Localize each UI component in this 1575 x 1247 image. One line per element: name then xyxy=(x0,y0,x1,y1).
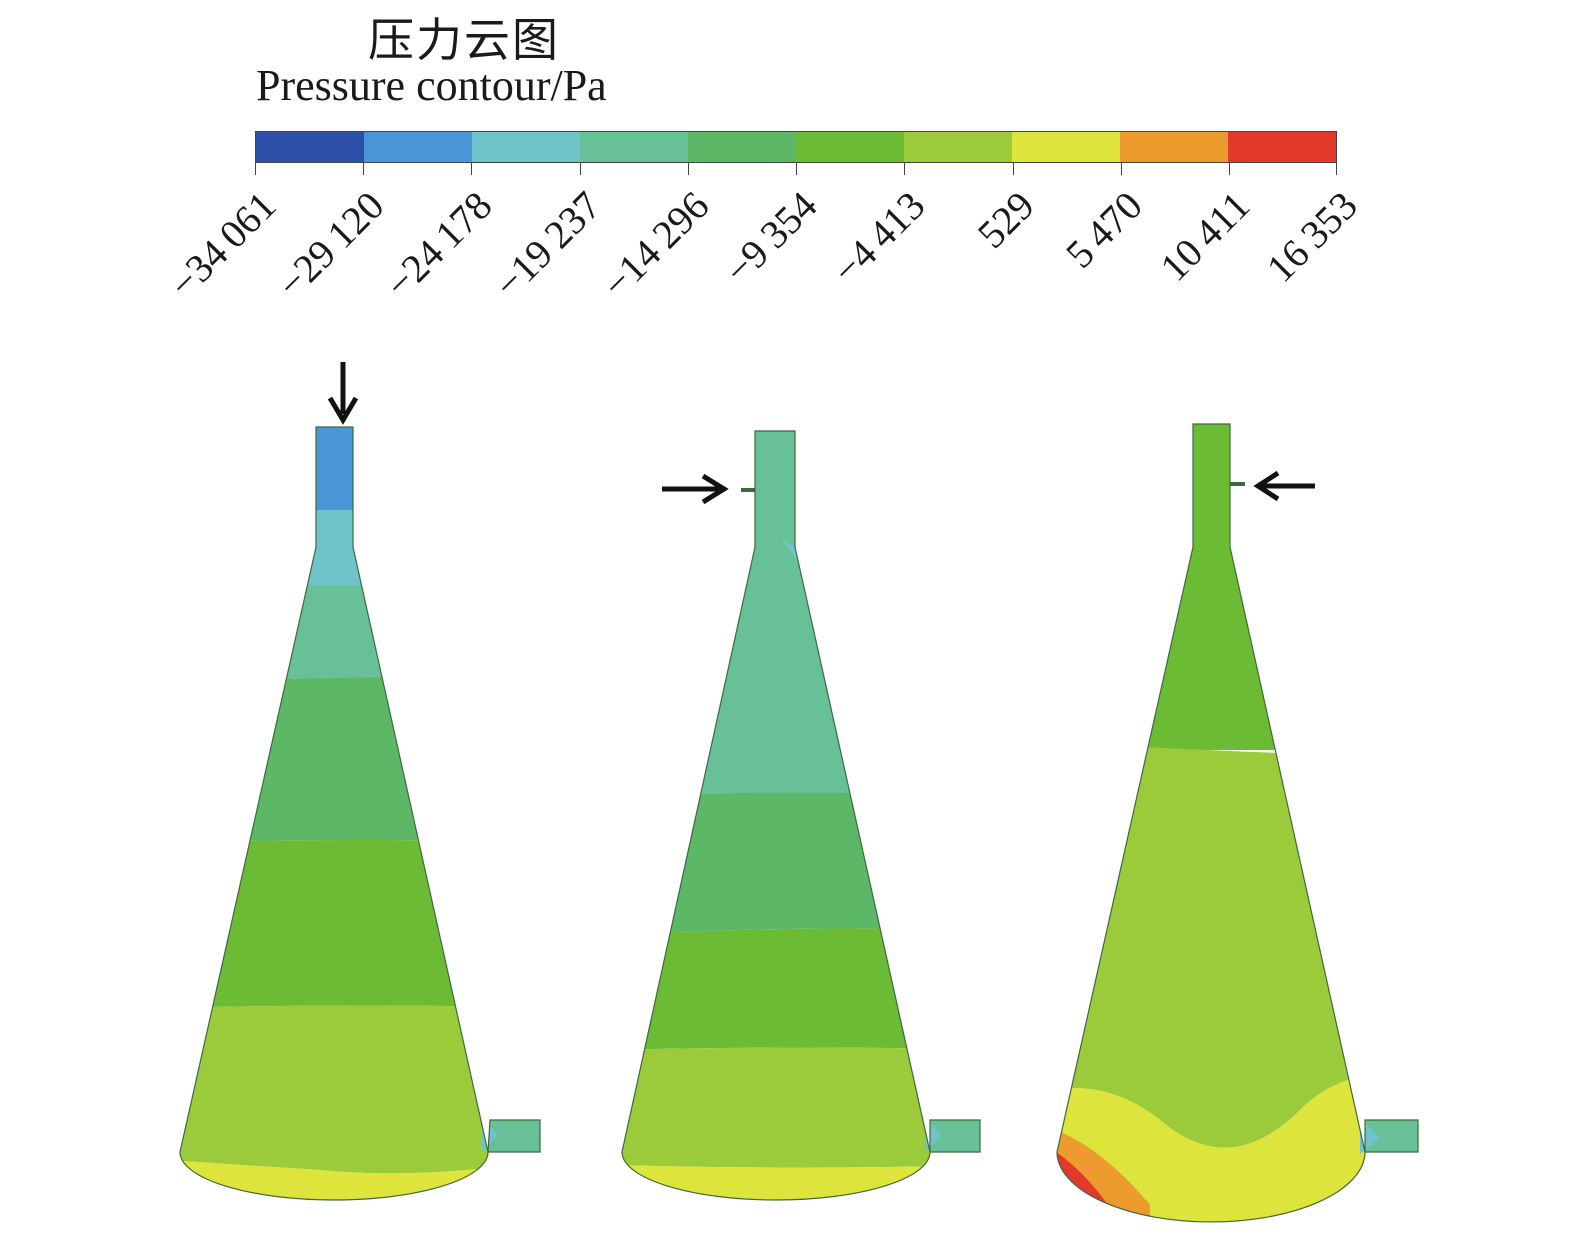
legend-segment xyxy=(472,132,580,162)
legend-tick-label: −19 237 xyxy=(485,182,610,307)
legend-colorbar xyxy=(255,131,1337,163)
legend-tick-mark xyxy=(363,162,364,175)
pressure-contour-diagram xyxy=(179,362,1419,1223)
legend-tick-label: −14 296 xyxy=(593,182,718,307)
legend-segment xyxy=(256,132,364,162)
legend-tick-label: −4 413 xyxy=(823,182,934,293)
left-contour xyxy=(179,426,541,1201)
legend-tick-mark xyxy=(1229,162,1230,175)
right-arrow-icon xyxy=(662,473,729,505)
legend-segment xyxy=(688,132,796,162)
title-chinese: 压力云图 xyxy=(368,13,560,67)
legend-segment xyxy=(580,132,688,162)
down-arrow-icon xyxy=(327,362,359,425)
left-arrow-icon xyxy=(1253,470,1315,502)
legend-segment xyxy=(364,132,472,162)
legend-tick-mark xyxy=(471,162,472,175)
legend-segment xyxy=(1012,132,1120,162)
legend-tick-label: 529 xyxy=(968,182,1043,257)
title-english: Pressure contour/Pa xyxy=(256,61,607,110)
legend-tick-label: −29 120 xyxy=(268,182,393,307)
legend-tick-mark xyxy=(1121,162,1122,175)
legend-tick-mark xyxy=(688,162,689,175)
legend-tick-mark xyxy=(1336,162,1337,175)
legend-segment xyxy=(1120,132,1228,162)
legend-tick-label: 10 411 xyxy=(1151,182,1259,290)
legend-tick-label: −24 178 xyxy=(376,182,501,307)
legend-ticks: −34 061 −29 120 −24 178 −19 237 −14 296 … xyxy=(0,0,1575,340)
right-contour xyxy=(1056,423,1419,1223)
legend-segment xyxy=(904,132,1012,162)
legend-tick-label: 16 353 xyxy=(1257,182,1366,291)
legend-tick-mark xyxy=(796,162,797,175)
legend-tick-mark xyxy=(255,162,256,175)
middle-contour xyxy=(621,430,981,1201)
legend-segment xyxy=(1228,132,1336,162)
legend-segment xyxy=(796,132,904,162)
legend-tick-label: −9 354 xyxy=(715,182,826,293)
legend-tick-mark xyxy=(1013,162,1014,175)
legend-tick-label: 5 470 xyxy=(1056,182,1151,277)
legend-tick-mark xyxy=(904,162,905,175)
legend-tick-label: −34 061 xyxy=(160,182,285,307)
legend-tick-mark xyxy=(580,162,581,175)
